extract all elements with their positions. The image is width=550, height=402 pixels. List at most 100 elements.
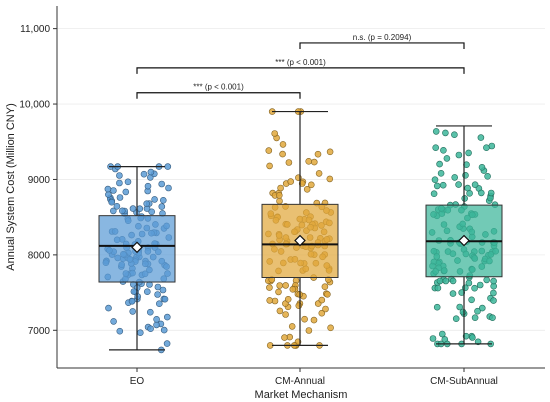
significance-label: n.s. (p = 0.2094) <box>353 33 412 42</box>
data-point <box>465 279 473 287</box>
data-point <box>477 134 485 141</box>
data-point <box>154 283 162 291</box>
data-point <box>282 282 290 289</box>
data-point <box>471 314 479 322</box>
data-point <box>137 329 144 337</box>
data-point <box>474 307 481 315</box>
data-point <box>483 276 491 284</box>
data-point <box>140 170 148 178</box>
data-point <box>327 324 334 332</box>
data-point <box>484 173 491 180</box>
data-point <box>144 182 152 190</box>
data-point <box>161 295 169 303</box>
significance-label: *** (p < 0.001) <box>193 83 244 92</box>
data-point <box>276 197 283 205</box>
data-point <box>265 147 273 154</box>
data-point <box>116 179 123 187</box>
data-point <box>116 172 123 179</box>
data-point <box>164 163 172 170</box>
data-point <box>478 164 486 171</box>
data-point <box>455 151 463 159</box>
data-point <box>151 196 158 203</box>
x-tick-label: CM-Annual <box>275 376 325 387</box>
data-point <box>277 184 284 192</box>
data-point <box>442 129 449 137</box>
data-point <box>307 181 315 189</box>
data-point <box>158 203 166 210</box>
data-point <box>430 190 438 197</box>
data-point <box>159 286 167 294</box>
data-point <box>282 311 289 318</box>
data-point <box>119 207 126 215</box>
data-point <box>305 158 313 165</box>
data-point <box>438 330 446 338</box>
data-point <box>271 130 279 137</box>
data-point <box>478 304 486 312</box>
data-point <box>144 288 151 296</box>
data-point <box>490 289 497 297</box>
data-point <box>326 175 334 183</box>
data-point <box>110 187 117 194</box>
data-point <box>110 207 117 215</box>
data-point <box>449 277 457 285</box>
data-point <box>488 142 496 150</box>
data-point <box>279 150 286 158</box>
significance-bracket <box>136 92 301 99</box>
x-tick-label: EO <box>130 376 145 387</box>
data-point <box>160 197 167 204</box>
data-point <box>461 195 469 202</box>
data-point <box>456 303 464 311</box>
data-point <box>129 205 137 212</box>
data-point <box>468 296 475 304</box>
x-axis-title: Market Mechanism <box>255 389 348 401</box>
data-point <box>301 315 308 323</box>
data-point <box>163 340 171 347</box>
data-point <box>483 144 490 151</box>
data-point <box>276 282 284 289</box>
data-point <box>288 323 296 330</box>
data-point <box>130 288 138 295</box>
data-point <box>148 208 155 216</box>
data-point <box>451 131 458 138</box>
data-point <box>476 281 484 289</box>
data-point <box>279 141 287 148</box>
data-point <box>160 326 168 334</box>
data-point <box>165 184 172 192</box>
data-point <box>455 181 462 188</box>
data-point <box>122 188 130 196</box>
data-point <box>443 155 451 162</box>
data-point <box>321 283 329 291</box>
boxes <box>98 110 503 351</box>
data-point <box>440 147 447 154</box>
data-point <box>449 290 457 297</box>
data-point <box>433 182 441 190</box>
data-point <box>437 170 445 177</box>
y-tick-label: 8000 <box>28 250 51 261</box>
data-point <box>154 291 161 298</box>
x-tick-label: CM-SubAnnual <box>430 376 498 387</box>
significance-label: *** (p < 0.001) <box>275 58 326 67</box>
data-point <box>143 200 150 207</box>
data-point <box>431 176 439 183</box>
data-point <box>322 305 329 313</box>
data-point <box>156 300 163 308</box>
data-point <box>429 335 437 342</box>
data-point <box>105 304 112 312</box>
data-point <box>465 149 472 157</box>
data-point <box>436 277 444 285</box>
data-point <box>466 190 473 197</box>
data-point <box>113 203 121 210</box>
data-point <box>326 148 334 156</box>
data-point <box>310 316 318 324</box>
data-point <box>318 309 326 317</box>
data-point <box>275 192 283 199</box>
data-point <box>153 315 160 323</box>
data-point <box>266 297 274 304</box>
data-point <box>116 194 124 201</box>
data-point <box>315 170 323 177</box>
data-point <box>314 150 322 158</box>
data-point <box>164 313 171 321</box>
data-point <box>432 144 440 151</box>
data-point <box>266 284 273 291</box>
y-tick-label: 10,000 <box>19 100 50 111</box>
